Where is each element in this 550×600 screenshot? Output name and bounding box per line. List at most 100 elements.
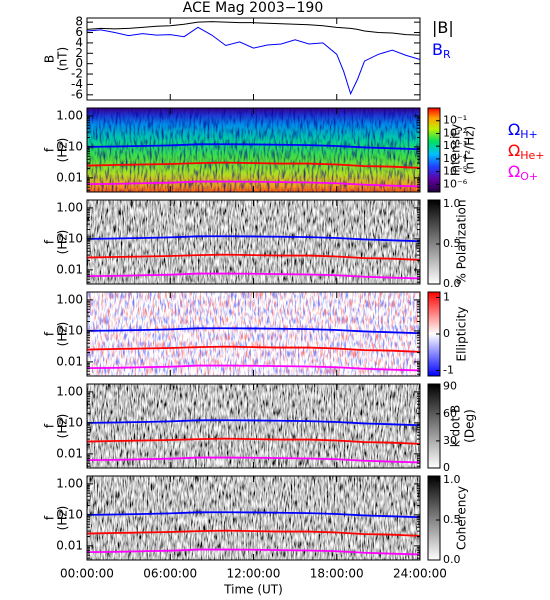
y-axis-unit: (Hz) (56, 506, 70, 531)
colorbar-tick-label: 10⁻¹ (443, 114, 467, 127)
y-axis-unit: (nT) (56, 47, 70, 71)
series-line (87, 253, 420, 261)
y-axis-unit: (Hz) (56, 230, 70, 255)
chart-title: ACE Mag 2003−190 (183, 0, 323, 16)
legend-name: Ω (508, 120, 520, 139)
colorbar-tick-label: 10⁻⁴ (443, 152, 468, 165)
y-axis-label: f (43, 239, 57, 244)
colorbar (427, 475, 441, 561)
spectrogram-image (87, 476, 420, 560)
y-axis-label: f (43, 515, 57, 520)
colorbar-label: k dot B (449, 405, 463, 447)
colorbar-tick-label: 1.0 (443, 473, 461, 486)
x-tick-label: 12:00:00 (227, 567, 281, 581)
spectrogram (87, 384, 420, 468)
y-tick-label: 0.10 (56, 231, 83, 245)
y-tick-label: 8 (75, 15, 83, 29)
colorbar-tick-label: -1 (443, 364, 454, 377)
legend-subscript: R (443, 48, 451, 61)
y-axis-unit: (Hz) (56, 138, 70, 163)
panel: 0 30 60 90 k dot B (Deg) 1.00 0.10 0.01 f (Hz) (43, 380, 477, 474)
y-tick-label: 0 (75, 56, 83, 70)
colorbar-tick-label: 1.0 (443, 197, 461, 210)
colorbar-label: % Polarization (455, 200, 469, 285)
y-axis-unit: (Hz) (56, 414, 70, 439)
colorbar-tick-label: 0 (443, 461, 450, 474)
y-tick-label: 1.00 (56, 476, 83, 490)
colorbar-tick-label: 0.5 (443, 513, 461, 526)
x-tick-label: 00:00:00 (60, 567, 114, 581)
spectrogram (87, 200, 420, 284)
spectrogram-image (87, 384, 420, 468)
legend-name: |B| (432, 18, 454, 37)
x-axis-label: Time (UT) (223, 583, 283, 597)
y-tick-label: 0.01 (56, 170, 83, 184)
colorbar-tick-label: 90 (443, 380, 457, 393)
legend-subscript: O+ (520, 170, 538, 183)
y-tick-label: 1.00 (56, 292, 83, 306)
legend-entry: ΩO+ (508, 162, 538, 184)
series-line (87, 143, 420, 151)
y-tick-label: 1.00 (56, 200, 83, 214)
colorbar-tick-label: 10⁻² (443, 126, 467, 139)
series-line (87, 345, 420, 353)
series-line (87, 161, 420, 169)
series-line (87, 511, 420, 519)
colorbar-tick-label: 10⁻³ (443, 139, 467, 152)
colorbar-unit: (Deg) (463, 409, 477, 443)
x-tick-label: 06:00:00 (143, 567, 197, 581)
spectrogram (87, 292, 420, 376)
colorbar-tick-label: 60 (443, 407, 457, 420)
colorbar-tick-label: 0 (443, 327, 450, 340)
y-tick-label: 6 (75, 25, 83, 39)
y-tick-label: 0.01 (56, 262, 83, 276)
y-tick-label: 2 (75, 46, 83, 60)
colorbar-tick-label: 0.5 (443, 237, 461, 250)
colorbar (427, 107, 441, 193)
plot-frame (86, 17, 421, 101)
spectrogram-image (87, 200, 420, 284)
legend-name: Ω (508, 162, 520, 181)
y-axis-label: f (43, 147, 57, 152)
legend-entry: |B| (432, 18, 454, 37)
series-line (87, 437, 420, 445)
colorbar-tick-label: 10⁻⁵ (443, 165, 467, 178)
legend-entry: BR (432, 40, 451, 62)
colorbar-tick-label: 1 (443, 290, 450, 303)
colorbar (427, 383, 441, 469)
y-tick-label: 0.01 (56, 446, 83, 460)
legend-entry: ΩHe+ (508, 141, 545, 163)
colorbar-tick-label: 0.0 (443, 553, 461, 566)
legend-subscript: He+ (520, 149, 544, 162)
y-tick-label: 0.10 (56, 507, 83, 521)
legend-name: B (432, 40, 443, 59)
colorbar-unit: (nT²/Hz) (463, 126, 477, 174)
series-line (86, 21, 421, 36)
spectrogram (87, 476, 420, 560)
series-line (87, 180, 420, 188)
y-tick-label: 0.10 (56, 139, 83, 153)
legend-entry: ΩH+ (508, 120, 538, 142)
series-line (87, 529, 420, 537)
spectrogram-texture (87, 108, 420, 192)
colorbar-label: Intensity (449, 124, 463, 176)
y-tick-label: 0.10 (56, 323, 83, 337)
series-line (87, 327, 420, 335)
y-tick-label: -4 (71, 77, 83, 91)
legend-subscript: H+ (520, 128, 538, 141)
series-line (87, 548, 420, 556)
panel: -1 0 1 Ellipticity 1.00 0.10 0.01 f (Hz) (43, 290, 469, 376)
y-axis-label: B (43, 55, 57, 63)
colorbar-tick-label: 0.0 (443, 277, 461, 290)
colorbar-tick-label: 10⁻⁶ (443, 177, 468, 190)
spectrogram (87, 108, 420, 192)
y-tick-label: 0.10 (56, 415, 83, 429)
panel: 0.0 0.5 1.0% Polarization 1.00 0.10 0.01 f (Hz) (43, 197, 469, 290)
colorbar (427, 199, 441, 285)
y-axis-label: f (43, 423, 57, 428)
y-tick-label: -6 (71, 87, 83, 101)
